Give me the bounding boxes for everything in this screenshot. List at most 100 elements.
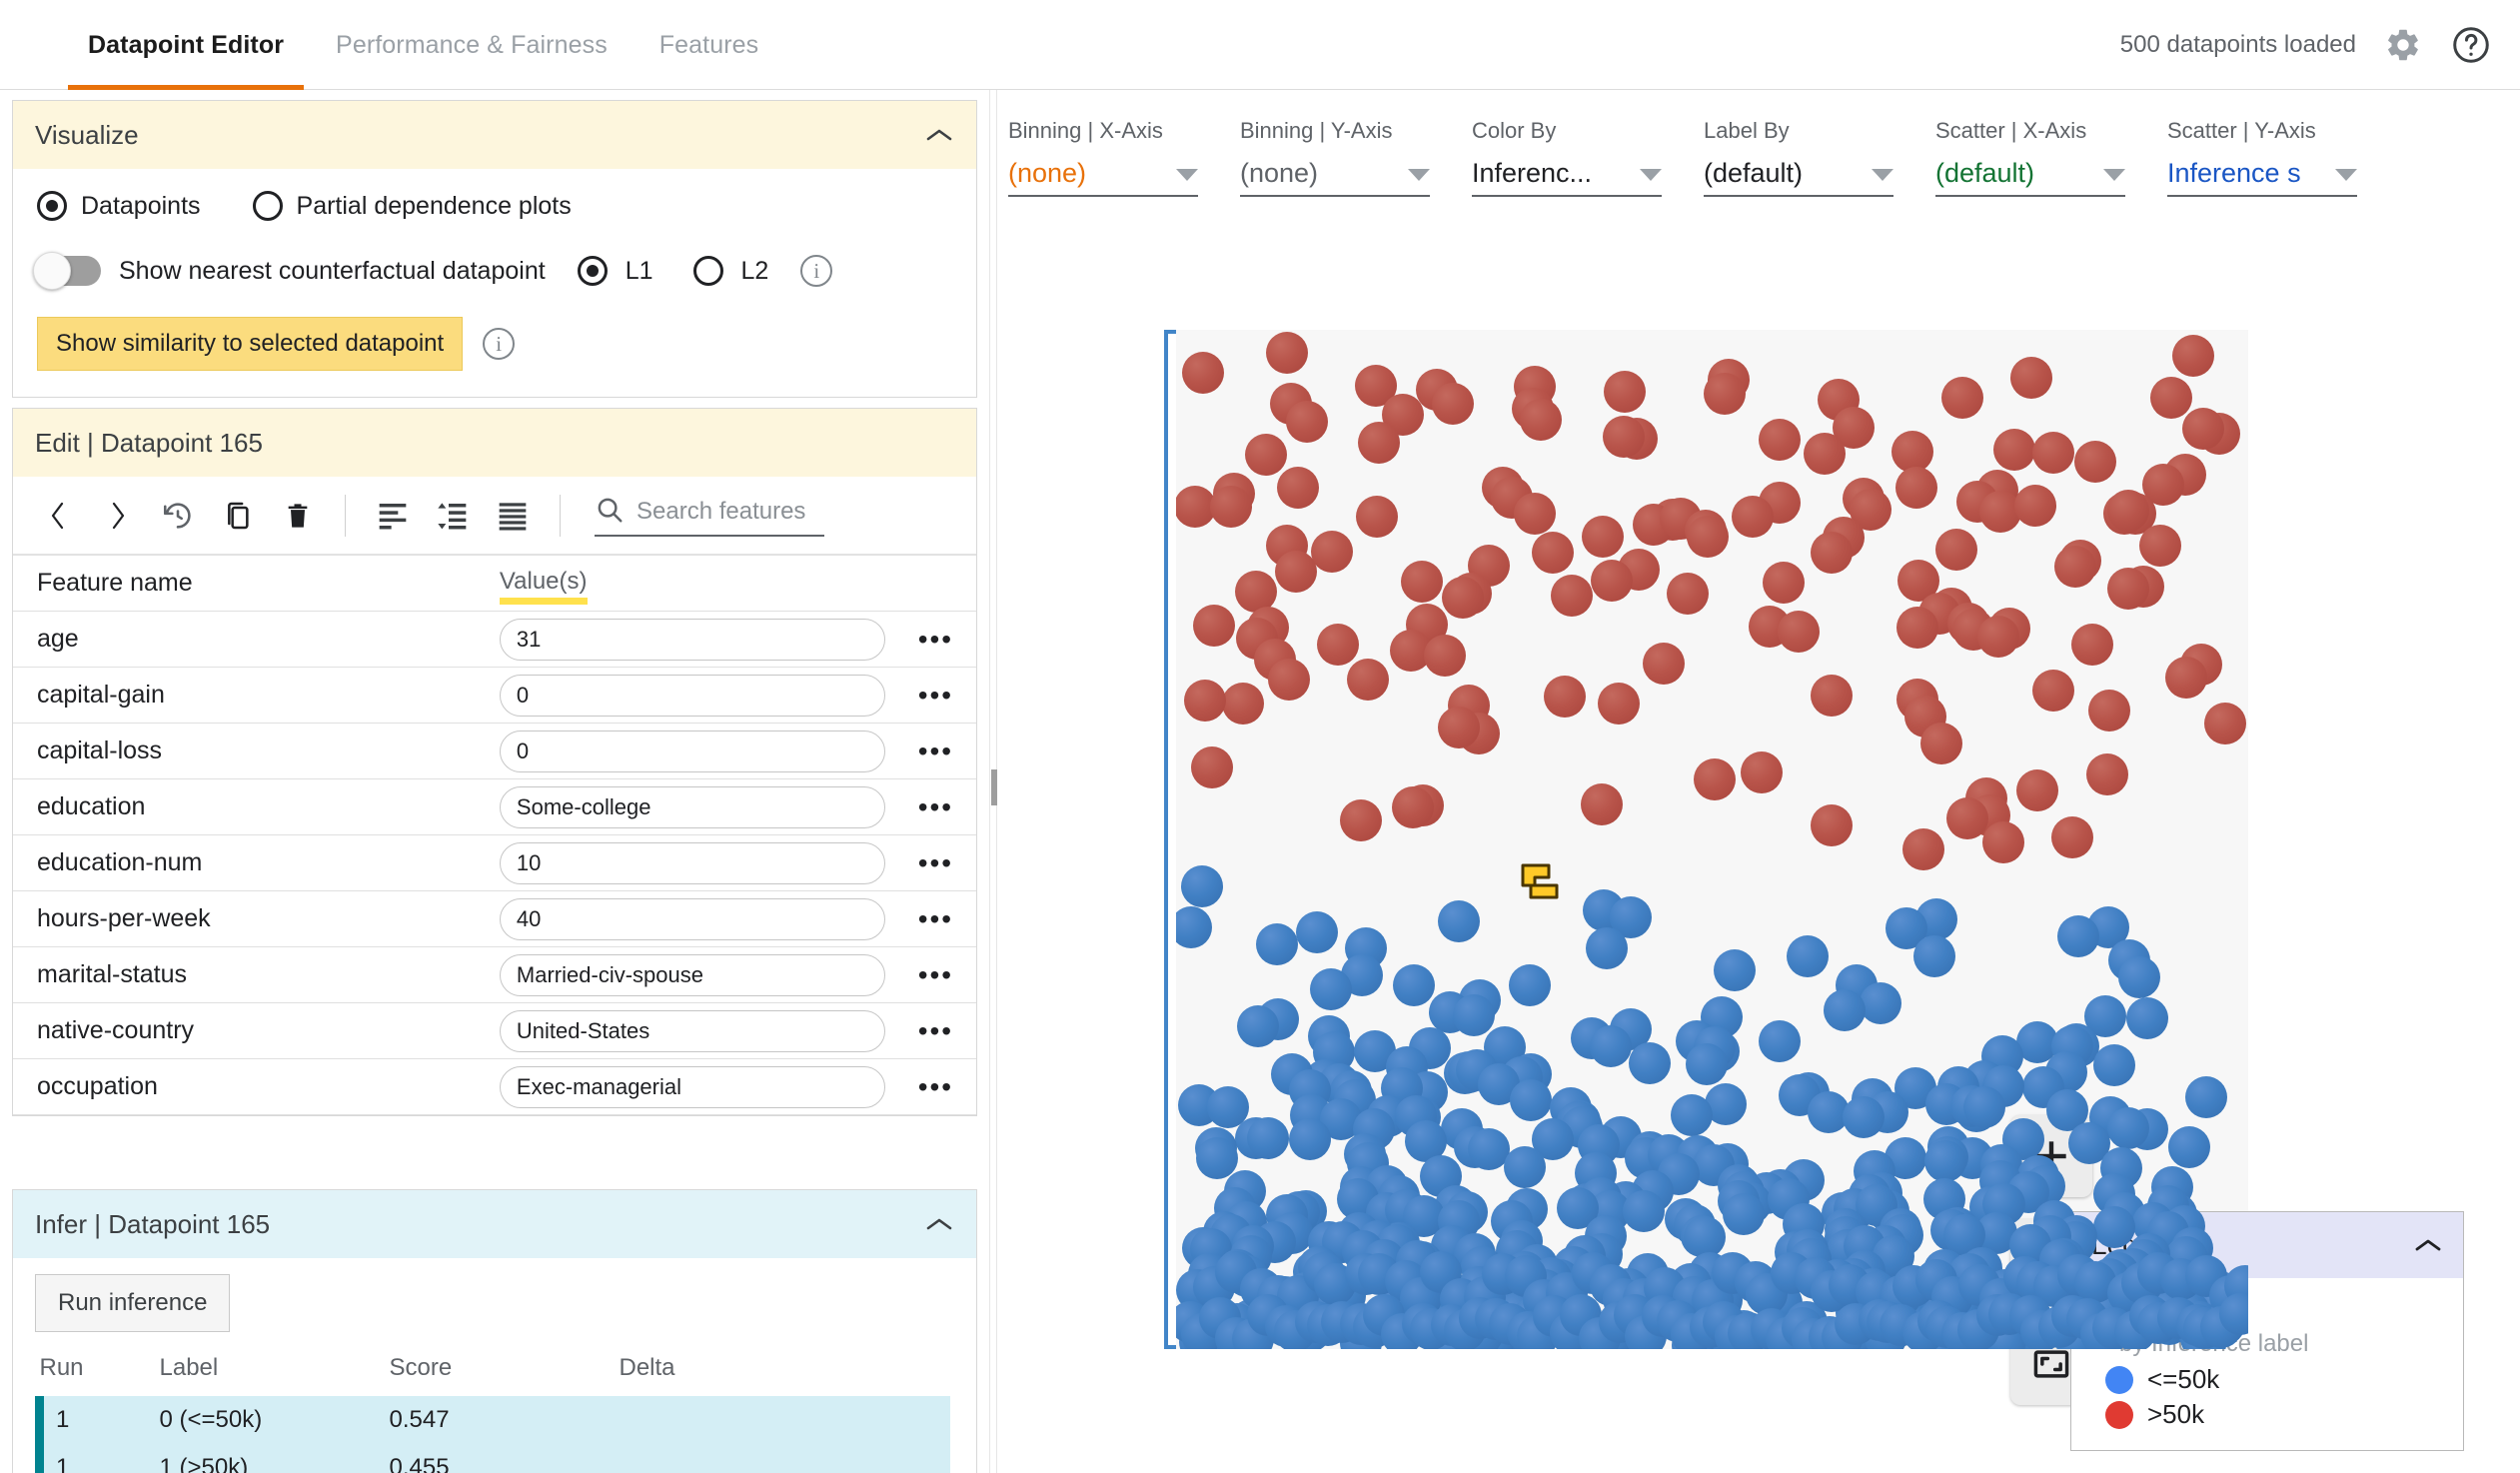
scatter-point[interactable] (2139, 524, 2182, 567)
scatter-point[interactable] (1978, 490, 2021, 533)
more-horizontal-icon[interactable]: ••• (917, 1014, 954, 1046)
scatter-point[interactable] (2016, 769, 2059, 812)
feature-value-input[interactable]: 0 (499, 674, 885, 717)
feature-value-input[interactable]: 40 (499, 897, 885, 940)
scatter-plot-area[interactable] (1176, 330, 2248, 1349)
scatter-point[interactable] (2106, 490, 2149, 533)
chevron-left-icon[interactable] (31, 489, 85, 543)
scatter-point[interactable] (1787, 935, 1830, 978)
scatter-point[interactable] (1237, 1004, 1280, 1047)
scatter-point[interactable] (1277, 467, 1320, 510)
scatter-point[interactable] (1453, 993, 1496, 1036)
scatter-point[interactable] (1940, 376, 1983, 419)
scatter-point[interactable] (1810, 675, 1853, 718)
scatter-point[interactable] (1963, 1085, 2006, 1128)
feature-value-input[interactable]: 10 (499, 841, 885, 884)
scatter-point[interactable] (1896, 606, 1939, 649)
scatter-point[interactable] (1424, 634, 1467, 677)
scatter-point[interactable] (1810, 532, 1853, 575)
tab-datapoint-editor[interactable]: Datapoint Editor (62, 0, 310, 90)
table-row[interactable]: marital-status Married-civ-spouse ••• (13, 946, 976, 1003)
table-row[interactable]: 1 0 (<=50k) 0.547 (35, 1396, 950, 1444)
scatter-point[interactable] (1432, 383, 1475, 426)
visualize-header[interactable]: Visualize (13, 101, 976, 169)
more-horizontal-icon[interactable]: ••• (917, 958, 954, 990)
radio-partial-dependence-plots[interactable] (252, 191, 283, 221)
scatter-y-dropdown[interactable]: Inference s (2167, 158, 2357, 197)
scatter-point[interactable] (1598, 682, 1641, 725)
more-horizontal-icon[interactable]: ••• (917, 846, 954, 878)
scatter-point[interactable] (1581, 783, 1624, 826)
scatter-point[interactable] (1392, 964, 1435, 1007)
scatter-point[interactable] (2092, 1043, 2135, 1086)
table-row[interactable]: capital-loss 0 ••• (13, 723, 976, 779)
scatter-point[interactable] (1256, 923, 1299, 966)
gear-icon[interactable] (2382, 24, 2424, 66)
table-row[interactable]: education-num 10 ••• (13, 834, 976, 891)
divider-grip[interactable] (991, 769, 997, 805)
feature-value-input[interactable]: 0 (499, 730, 885, 772)
scatter-point[interactable] (1704, 372, 1747, 415)
panel-divider[interactable] (989, 90, 997, 1473)
scatter-point[interactable] (1758, 418, 1801, 461)
radio-datapoints[interactable] (37, 191, 67, 221)
chevron-up-icon[interactable] (924, 1209, 954, 1240)
chevron-up-icon[interactable] (924, 120, 954, 151)
scatter-point[interactable] (1713, 948, 1756, 991)
scatter-point[interactable] (2204, 703, 2247, 745)
scatter-point[interactable] (1740, 751, 1783, 794)
scatter-point[interactable] (2107, 567, 2150, 610)
scatter-point[interactable] (2168, 1126, 2211, 1169)
scatter-point[interactable] (1438, 706, 1481, 748)
scatter-point[interactable] (1180, 864, 1223, 907)
list-lines-icon[interactable] (486, 489, 540, 543)
tab-performance-fairness[interactable]: Performance & Fairness (336, 30, 608, 59)
scatter-point[interactable] (1693, 757, 1736, 800)
selected-datapoint-marker[interactable] (1517, 859, 1563, 903)
feature-value-input[interactable]: United-States (499, 1009, 885, 1052)
scatter-point[interactable] (2054, 546, 2097, 589)
scatter-point[interactable] (2106, 1106, 2149, 1149)
scatter-point[interactable] (1589, 1025, 1632, 1068)
scatter-point[interactable] (1467, 1128, 1510, 1171)
scatter-point[interactable] (1667, 573, 1710, 616)
scatter-point[interactable] (2088, 690, 2131, 733)
scatter-point[interactable] (1603, 371, 1646, 414)
scatter-point[interactable] (1268, 659, 1311, 702)
scatter-point[interactable] (1311, 530, 1354, 573)
scatter-point[interactable] (1920, 722, 1963, 764)
scatter-point[interactable] (1340, 798, 1383, 841)
scatter-point[interactable] (1992, 428, 2035, 471)
scatter-point[interactable] (2171, 335, 2214, 378)
feature-value-input[interactable]: Married-civ-spouse (499, 953, 885, 996)
scatter-point[interactable] (2093, 1206, 2136, 1249)
scatter-point[interactable] (1803, 432, 1846, 475)
scatter-point[interactable] (2032, 431, 2075, 474)
scatter-point[interactable] (1504, 1145, 1547, 1188)
feature-value-input[interactable]: 31 (499, 618, 885, 661)
scatter-point[interactable] (1392, 785, 1435, 828)
run-inference-button[interactable]: Run inference (35, 1274, 231, 1332)
scatter-point[interactable] (1508, 964, 1551, 1007)
scatter-point[interactable] (1193, 605, 1236, 648)
scatter-point[interactable] (1405, 1119, 1448, 1162)
scatter-point[interactable] (1923, 1140, 1966, 1183)
scatter-point[interactable] (1622, 1190, 1665, 1233)
scatter-point[interactable] (1603, 415, 1646, 458)
scatter-point[interactable] (1274, 551, 1317, 594)
scatter-point[interactable] (1860, 981, 1902, 1024)
legend-item[interactable]: >50k (2105, 1399, 2443, 1430)
scatter-point[interactable] (1981, 820, 2024, 863)
binning-x-dropdown[interactable]: (none) (1008, 158, 1198, 197)
scatter-point[interactable] (1176, 906, 1212, 949)
scatter-point[interactable] (1221, 682, 1264, 725)
scatter-point[interactable] (1182, 351, 1225, 394)
scatter-point[interactable] (1894, 466, 1937, 509)
label-by-dropdown[interactable]: (default) (1704, 158, 1893, 197)
scatter-point[interactable] (2057, 914, 2100, 957)
table-row[interactable]: age 31 ••• (13, 611, 976, 668)
scatter-point[interactable] (1401, 561, 1444, 604)
scatter-point[interactable] (1977, 616, 2020, 659)
table-row[interactable]: native-country United-States ••• (13, 1002, 976, 1059)
feature-value-input[interactable]: Some-college (499, 785, 885, 828)
